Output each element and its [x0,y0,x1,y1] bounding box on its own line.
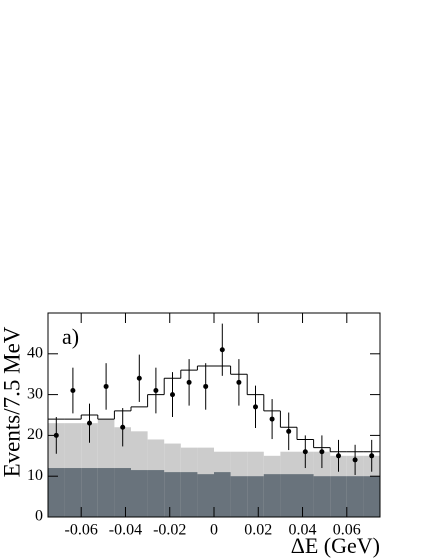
y-tick-label: 10 [27,467,43,484]
data-point [253,404,258,410]
data-point [236,379,242,385]
histogram-bar [280,474,297,517]
data-point [120,424,126,430]
x-axis-label: ΔE (GeV) [291,533,380,558]
data-point [302,449,308,455]
data-point [369,453,375,459]
histogram-bar [180,472,198,517]
histogram-bar [81,468,98,517]
data-point [336,453,341,459]
y-axis-label: Events/7.5 MeV [0,326,24,477]
histogram-bar [214,472,231,517]
histogram-bar [164,472,181,517]
data-point [103,383,109,389]
histogram-bar [64,468,82,517]
x-tick-label: 0.02 [244,522,272,539]
histogram-bar [346,476,364,517]
y-tick-label: 30 [27,385,43,402]
y-tick-label: 40 [27,344,43,361]
data-point [286,428,292,434]
y-tick-label: 0 [35,508,43,525]
x-tick-label: 0.06 [333,522,361,539]
histogram-bar [313,476,331,517]
data-point [319,449,325,455]
histogram-bar [363,476,380,517]
histogram-bar [197,474,214,517]
histogram-bar [48,468,65,517]
histogram-bar [230,476,248,517]
x-tick-label: 0.04 [289,522,317,539]
x-tick-label: -0.02 [153,522,186,539]
y-tick-label: 20 [27,426,43,443]
data-point [70,388,76,394]
data-point [87,420,92,426]
data-point [170,392,175,398]
data-point [203,383,209,389]
data-point [186,379,192,385]
histogram-bar [97,468,115,517]
data-point [352,457,358,463]
annotation: a) [62,324,79,349]
histogram-bar [330,476,347,517]
data-point [269,416,275,422]
histogram-bar [247,476,264,517]
histogram-bar [147,470,165,517]
x-tick-label: -0.06 [65,522,98,539]
histogram-bar [114,468,131,517]
histogram-bar [297,474,314,517]
x-tick-label: 0 [210,522,218,539]
x-tick-label: -0.04 [109,522,142,539]
data-point [153,388,159,394]
histogram-bar [131,470,148,517]
data-point [136,375,142,381]
histogram-bar [263,474,281,517]
data-point [219,347,225,353]
